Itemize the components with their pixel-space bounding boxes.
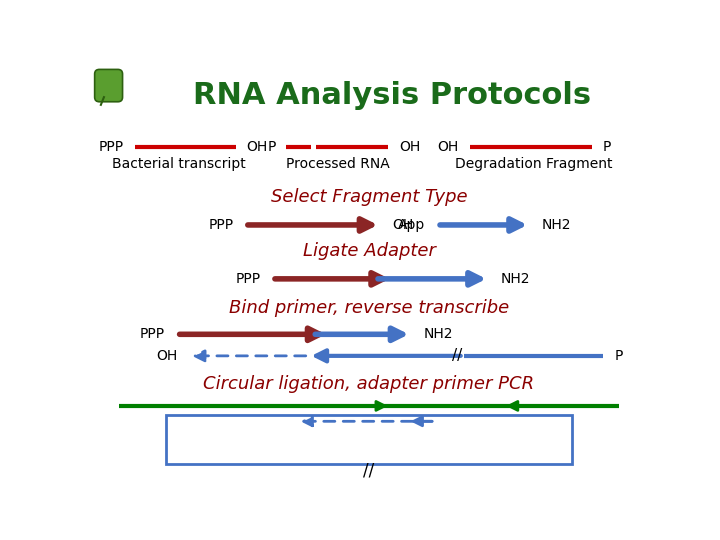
Text: PPP: PPP [140, 327, 165, 341]
Text: Degradation Fragment: Degradation Fragment [454, 157, 612, 171]
Text: NH2: NH2 [423, 327, 453, 341]
Text: Bacterial transcript: Bacterial transcript [112, 157, 246, 171]
Text: OH: OH [392, 218, 413, 232]
Text: Bind primer, reverse transcribe: Bind primer, reverse transcribe [229, 299, 509, 317]
Text: P: P [268, 140, 276, 154]
Text: Ligate Adapter: Ligate Adapter [302, 242, 436, 260]
Text: Processed RNA: Processed RNA [286, 157, 390, 171]
Text: App: App [398, 218, 426, 232]
Text: NH2: NH2 [542, 218, 572, 232]
Text: //: // [364, 462, 374, 480]
Text: OH: OH [438, 140, 459, 154]
Text: OH: OH [399, 140, 420, 154]
Text: P: P [603, 140, 611, 154]
Text: Select Fragment Type: Select Fragment Type [271, 188, 467, 206]
Text: Circular ligation, adapter primer PCR: Circular ligation, adapter primer PCR [204, 375, 534, 393]
Text: PPP: PPP [99, 140, 124, 154]
Text: //: // [451, 348, 462, 363]
FancyBboxPatch shape [94, 70, 122, 102]
Text: NH2: NH2 [500, 272, 530, 286]
Text: PPP: PPP [235, 272, 261, 286]
Text: P: P [615, 349, 623, 363]
Text: OH: OH [156, 349, 178, 363]
Text: PPP: PPP [208, 218, 233, 232]
Text: OH: OH [246, 140, 268, 154]
Text: RNA Analysis Protocols: RNA Analysis Protocols [193, 81, 591, 110]
